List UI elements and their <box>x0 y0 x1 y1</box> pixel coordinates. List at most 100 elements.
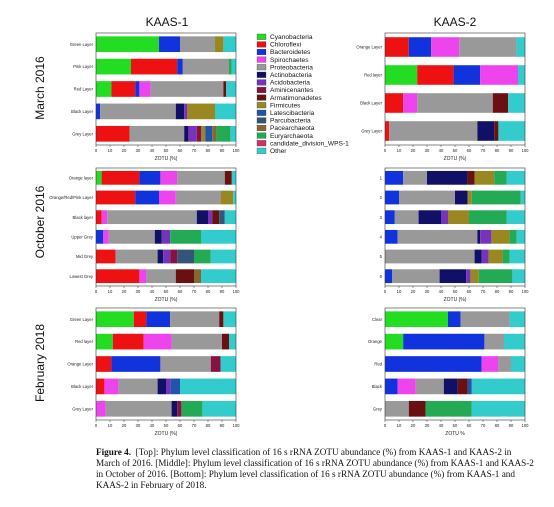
bar-grey-layer-pacearchaeota <box>212 125 217 142</box>
bar-red-layer-chloroflexi <box>417 65 454 85</box>
legend: CyanobacteriaChloroflexiBacteroidetesSpi… <box>256 33 349 155</box>
legend-swatch-candidate-division-wps-1 <box>256 140 267 147</box>
x-tick-label: 10 <box>397 148 402 153</box>
bar-mid-grey-aminicenantes <box>170 249 178 264</box>
legend-label-other: Other <box>270 148 287 155</box>
bar-red-layer-spirochaetes <box>480 65 518 85</box>
x-tick-label: 90 <box>220 289 225 294</box>
bar-1-other <box>506 170 525 185</box>
row-title-february-2018: February 2018 <box>33 324 47 402</box>
bar-red-layer-armatimonadetes <box>222 333 229 350</box>
bar-3-proteobacteria <box>394 210 419 225</box>
x-tick-label: 70 <box>192 423 197 428</box>
bar-green-layer-armatimonadetes <box>219 311 224 328</box>
bar-orange-red-pink-layer-chloroflexi <box>96 190 136 205</box>
category-label: 5 <box>380 254 383 259</box>
bar-5-proteobacteria <box>385 249 475 264</box>
bar-clear-cyanobacteria <box>385 311 448 328</box>
bar-5-firmicutes <box>488 249 503 264</box>
bar-mid-grey-euryarchaeota <box>194 249 211 264</box>
row-title-october-2016: October 2016 <box>33 185 47 258</box>
legend-swatch-spirochaetes <box>256 56 267 63</box>
bar-orange-bacteroidetes <box>403 333 485 350</box>
x-tick-label: 30 <box>136 289 141 294</box>
category-label: Black Layer <box>71 384 93 389</box>
legend-swatch-other <box>256 147 267 154</box>
bar-black-layer-acidobacteria <box>184 103 187 120</box>
bar-mid-grey-other <box>210 249 236 264</box>
x-tick-label: 80 <box>495 423 500 428</box>
x-tick-label: 80 <box>206 148 211 153</box>
bar-orange-red-pink-layer-other <box>233 190 236 205</box>
bar-black-actinobacteria <box>443 378 458 395</box>
x-tick-label: 0 <box>384 148 387 153</box>
bar-grey-layer-aminicenantes <box>177 400 182 417</box>
category-label: Orange <box>368 339 383 344</box>
bar-red-layer-bacteroidetes <box>135 81 140 97</box>
bar-6-firmicutes <box>470 269 479 284</box>
bar-3-other <box>506 210 525 225</box>
bar-orange-red-pink-layer-proteobacteria <box>175 190 221 205</box>
bar-2-euryarchaeota <box>471 190 521 205</box>
category-label: Lowest Grey <box>69 274 93 279</box>
category-label: Grey Layer <box>361 129 382 134</box>
bar-5-actinobacteria <box>474 249 482 264</box>
bar-3-firmicutes <box>448 210 469 225</box>
bar-orange-layer-cyanobacteria <box>96 170 102 185</box>
bar-upper-grey-actinobacteria <box>154 229 162 244</box>
bar-grey-layer-firmicutes <box>201 125 206 142</box>
bar-6-proteobacteria <box>392 269 440 284</box>
category-label: Grey Layer <box>72 131 93 136</box>
bar-orange-layer-proteobacteria <box>177 170 225 185</box>
panel-kaas-1-october-2016: Orange layer Orange/Red/Pink Layer Black l… <box>49 167 240 303</box>
bar-4-actinobacteria <box>477 229 481 244</box>
bar-red-spirochaetes <box>481 356 499 372</box>
bar-black-layer-actinobacteria <box>157 378 166 395</box>
x-axis-label: ZOTU (%) <box>155 431 178 437</box>
bar-2-proteobacteria <box>399 190 455 205</box>
legend-swatch-cyanobacteria <box>256 33 267 40</box>
bar-red-layer-proteobacteria <box>150 81 224 97</box>
x-tick-label: 80 <box>206 289 211 294</box>
x-tick-label: 70 <box>192 289 197 294</box>
category-label: Green Layer <box>70 42 94 47</box>
bar-grey-euryarchaeota <box>425 400 472 417</box>
legend-swatch-parcubacteria <box>256 117 267 124</box>
bar-green-layer-bacteroidetes <box>159 36 180 53</box>
x-tick-label: 90 <box>509 148 514 153</box>
bar-3-actinobacteria <box>418 210 441 225</box>
legend-swatch-bacteroidetes <box>256 49 267 55</box>
figure-caption: Figure 4. [Top]: Phylum level classifica… <box>96 447 536 491</box>
bar-pink-layer-other <box>231 58 236 75</box>
bar-grey-layer-other <box>202 400 236 417</box>
bar-red-layer-other <box>229 333 236 350</box>
legend-label-spirochaetes: Spirochaetes <box>270 57 309 64</box>
bar-black-layer-other <box>508 93 525 113</box>
bar-green-layer-cyanobacteria <box>96 311 134 328</box>
bar-grey-layer-euryarchaeota <box>216 125 231 142</box>
x-tick-label: 30 <box>425 289 430 294</box>
bar-6-euryarchaeota <box>478 269 513 284</box>
bar-pink-layer-cyanobacteria <box>96 58 131 75</box>
x-tick-label: 70 <box>192 148 197 153</box>
legend-swatch-proteobacteria <box>256 64 267 71</box>
bar-black-layer-other <box>224 210 236 225</box>
panel-kaas-1-march-2016: Green Layer Pink Layer Red Layer Black Laye… <box>70 32 240 162</box>
category-label: 2 <box>380 195 383 200</box>
bar-black-layer-spirochaetes <box>403 93 418 113</box>
x-tick-label: 70 <box>481 289 486 294</box>
bar-grey-armatimonadetes <box>408 400 426 417</box>
bar-black-layer-spirochaetes <box>101 210 108 225</box>
category-label: Black <box>372 384 383 389</box>
bar-orange-red-pink-layer-bacteroidetes <box>135 190 159 205</box>
bar-orange-layer-other <box>231 170 236 185</box>
bar-red-layer-spirochaetes <box>143 333 172 350</box>
bar-orange-layer-chloroflexi <box>96 356 112 372</box>
bar-2-firmicutes <box>467 190 472 205</box>
x-tick-label: 10 <box>397 289 402 294</box>
bar-black-layer-other <box>215 103 236 120</box>
legend-label-euryarchaeota: Euryarchaeota <box>270 133 313 140</box>
x-tick-label: 50 <box>453 148 458 153</box>
bar-1-bacteroidetes <box>385 170 404 185</box>
bar-green-layer-firmicutes <box>215 36 224 53</box>
